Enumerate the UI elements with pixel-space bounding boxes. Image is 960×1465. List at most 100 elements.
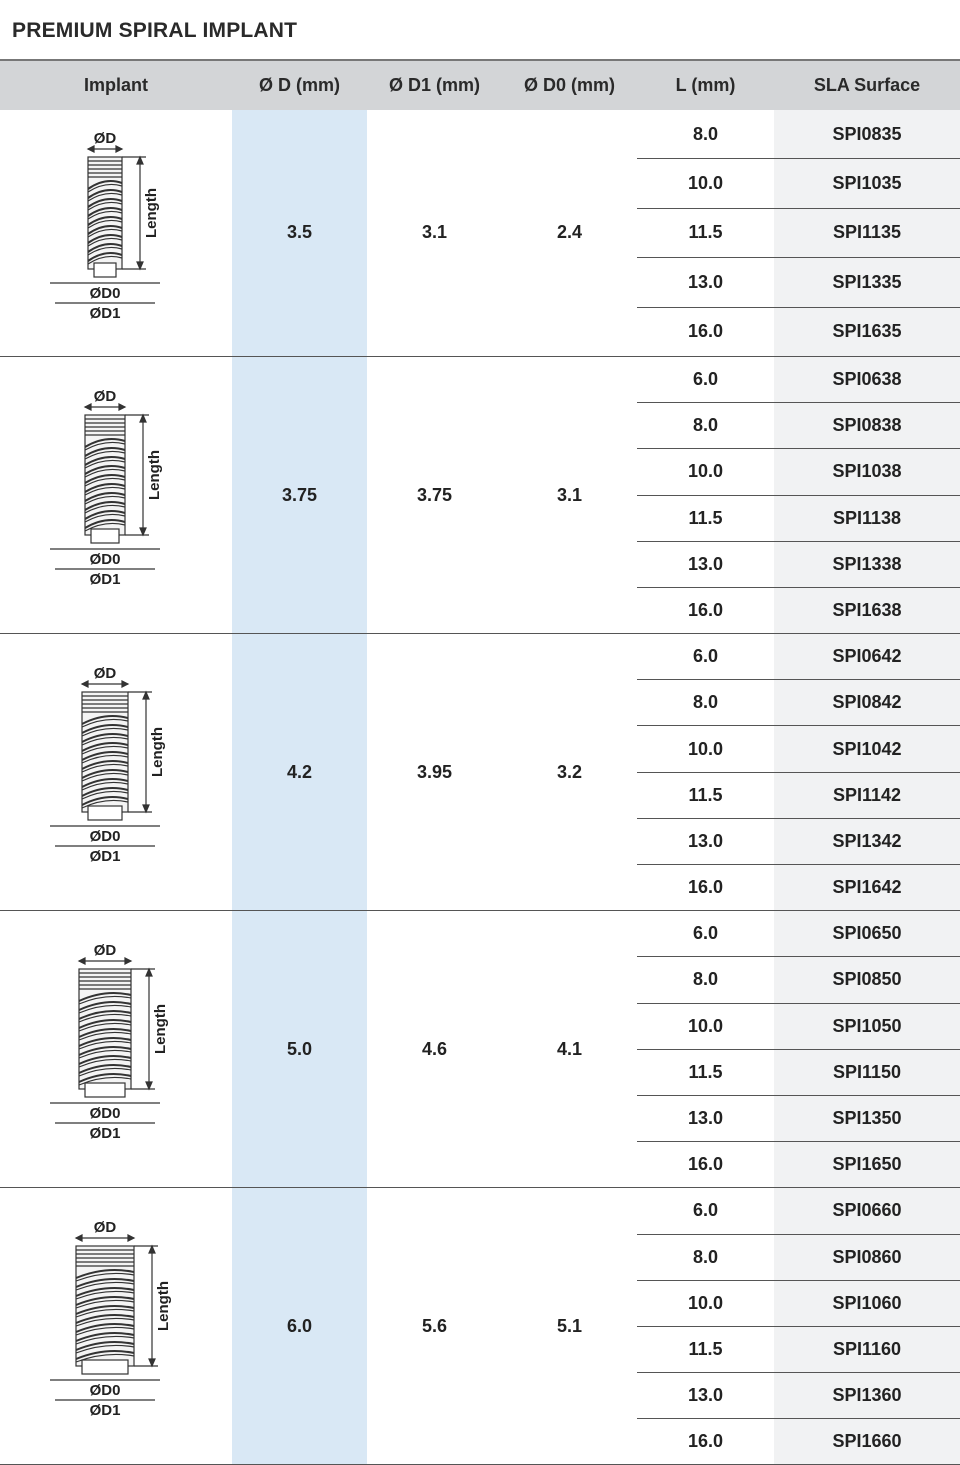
- length-cell: 13.0: [637, 1372, 774, 1419]
- table-row: ØD Length ØD0 ØD1 3.75 3.75 3.1 6.0 SPI0638: [0, 355, 960, 634]
- diameter-d1-cell: 3.75: [367, 355, 502, 634]
- length-cell: 13.0: [637, 817, 774, 865]
- sla-code-cell: SPI0838: [774, 402, 960, 449]
- sla-code-cell: SPI1350: [774, 1094, 960, 1142]
- implant-drawing: ØD Length ØD0 ØD1: [50, 1219, 172, 1419]
- diameter-d1-cell: 3.95: [367, 633, 502, 911]
- header-sla-surface: SLA Surface: [774, 59, 960, 110]
- diameter-d0-cell: 3.2: [502, 633, 637, 911]
- sla-code-cell: SPI0650: [774, 910, 960, 957]
- sla-code-cell: SPI1335: [774, 257, 960, 308]
- header-d1: Ø D1 (mm): [367, 59, 502, 110]
- table-row: ØD Length ØD0 ØD1 3.5 3.1 2.4 8.0 SPI0835: [0, 110, 960, 357]
- table-row: 16.0 SPI1650: [0, 1141, 960, 1188]
- sla-code-cell: SPI1338: [774, 540, 960, 588]
- length-cell: 11.5: [637, 494, 774, 542]
- label-d1: ØD1: [90, 1125, 121, 1142]
- length-cell: 11.5: [637, 1048, 774, 1096]
- table-row: 11.5 SPI1160: [0, 1325, 960, 1373]
- sla-code-cell: SPI1638: [774, 586, 960, 634]
- sla-code-cell: SPI0660: [774, 1187, 960, 1235]
- table-header-row: Implant Ø D (mm) Ø D1 (mm) Ø D0 (mm) L (…: [0, 59, 960, 110]
- length-cell: 13.0: [637, 257, 774, 308]
- label-d0: ØD0: [90, 1105, 121, 1122]
- label-d1: ØD1: [90, 848, 121, 865]
- table-row: 8.0 SPI0850: [0, 956, 960, 1004]
- label-d1: ØD1: [90, 305, 121, 322]
- length-cell: 10.0: [637, 725, 774, 773]
- sla-code-cell: SPI1138: [774, 494, 960, 542]
- table-row: 8.0 SPI0860: [0, 1233, 960, 1281]
- length-cell: 8.0: [637, 1233, 774, 1281]
- sla-code-cell: SPI0850: [774, 956, 960, 1004]
- implant-image-cell: ØD Length ØD0 ØD1: [0, 1187, 232, 1465]
- sla-code-cell: SPI1160: [774, 1325, 960, 1373]
- diameter-d-cell: 3.5: [232, 110, 367, 357]
- label-d0: ØD0: [90, 551, 121, 568]
- sla-code-cell: SPI0638: [774, 355, 960, 403]
- length-cell: 10.0: [637, 1002, 774, 1050]
- length-cell: 6.0: [637, 1187, 774, 1235]
- label-d: ØD: [94, 130, 117, 147]
- sla-code-cell: SPI0842: [774, 679, 960, 726]
- label-d0: ØD0: [90, 1382, 121, 1399]
- sla-code-cell: SPI1042: [774, 725, 960, 773]
- length-cell: 16.0: [637, 1141, 774, 1188]
- label-length: Length: [152, 1004, 169, 1054]
- length-cell: 8.0: [637, 679, 774, 726]
- header-d: Ø D (mm): [232, 59, 367, 110]
- implant-image-cell: ØD Length ØD0 ØD1: [0, 355, 232, 634]
- table-row: 13.0 SPI1350: [0, 1094, 960, 1142]
- diameter-d0-cell: 3.1: [502, 355, 637, 634]
- table-row: 10.0 SPI1050: [0, 1002, 960, 1050]
- table-row: 16.0 SPI1635: [0, 306, 960, 357]
- length-cell: 11.5: [637, 207, 774, 258]
- sla-code-cell: SPI1035: [774, 158, 960, 209]
- diameter-d0-cell: 4.1: [502, 910, 637, 1188]
- implant-drawing: ØD Length ØD0 ØD1: [50, 130, 160, 322]
- diameter-d1-cell: 3.1: [421, 222, 448, 243]
- sla-code-cell: SPI1150: [774, 1048, 960, 1096]
- sla-code-cell: SPI1050: [774, 1002, 960, 1050]
- table-body: ØD Length ØD0 ØD1 3.5 3.1 2.4 8.0 SPI0835 10.0 SPI…: [0, 110, 960, 1465]
- length-cell: 6.0: [637, 355, 774, 403]
- length-cell: 6.0: [637, 910, 774, 957]
- label-d: ØD: [94, 942, 117, 959]
- table-row: 11.5 SPI1135: [0, 207, 960, 258]
- header-length: L (mm): [637, 59, 774, 110]
- header-implant: Implant: [0, 59, 232, 110]
- implant-image-cell: ØD Length ØD0 ØD1: [0, 633, 232, 911]
- table-row: 8.0 SPI0842: [0, 679, 960, 726]
- sla-code-cell: SPI0860: [774, 1233, 960, 1281]
- length-cell: 11.5: [637, 771, 774, 819]
- table-row: 11.5 SPI1142: [0, 771, 960, 819]
- implant-table: Implant Ø D (mm) Ø D1 (mm) Ø D0 (mm) L (…: [0, 59, 960, 1465]
- sla-code-cell: SPI1060: [774, 1279, 960, 1327]
- diameter-d-cell: 6.0: [232, 1187, 367, 1465]
- diameter-d-cell: 4.2: [232, 633, 367, 911]
- table-row: 13.0 SPI1338: [0, 540, 960, 588]
- table-row: 10.0 SPI1042: [0, 725, 960, 773]
- length-cell: 16.0: [637, 864, 774, 911]
- length-cell: 10.0: [637, 158, 774, 209]
- label-d: ØD: [94, 1219, 117, 1236]
- length-cell: 10.0: [637, 1279, 774, 1327]
- sla-code-cell: SPI1142: [774, 771, 960, 819]
- table-row: 10.0 SPI1035: [0, 158, 960, 209]
- sla-code-cell: SPI1660: [774, 1418, 960, 1465]
- length-cell: 13.0: [637, 1094, 774, 1142]
- length-cell: 16.0: [637, 306, 774, 357]
- implant-image-cell: ØD Length ØD0 ØD1: [0, 110, 232, 356]
- table-row: 16.0 SPI1638: [0, 586, 960, 634]
- table-row: 8.0 SPI0838: [0, 402, 960, 449]
- table-row: 13.0 SPI1335: [0, 257, 960, 308]
- page-title: PREMIUM SPIRAL IMPLANT: [12, 19, 298, 42]
- label-d1: ØD1: [90, 1402, 121, 1419]
- diameter-d0-cell: 2.4: [556, 222, 583, 243]
- length-cell: 8.0: [637, 402, 774, 449]
- sla-code-cell: SPI1038: [774, 448, 960, 496]
- sla-code-cell: SPI1360: [774, 1372, 960, 1419]
- table-row: 11.5 SPI1150: [0, 1048, 960, 1096]
- table-row: ØD Length ØD0 ØD1 4.2 3.95 3.2 6.0 SPI0642: [0, 633, 960, 911]
- label-d1: ØD1: [90, 571, 121, 588]
